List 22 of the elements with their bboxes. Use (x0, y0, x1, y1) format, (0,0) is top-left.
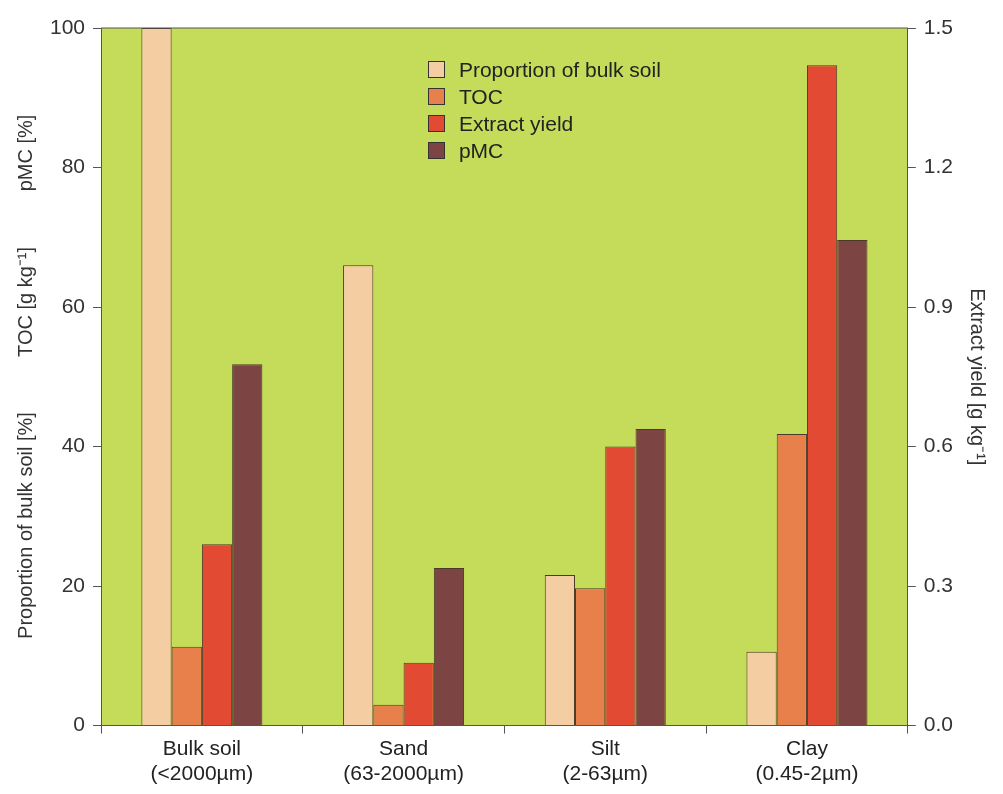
legend-label: pMC (458, 138, 504, 164)
y2-tick-label: 0.6 (923, 433, 954, 457)
y-tick-label: 20 (61, 572, 86, 596)
y2-tick-label: 0.0 (923, 712, 954, 736)
legend-label: Proportion of bulk soil (458, 57, 661, 83)
y-tick-label: 0 (73, 712, 86, 736)
y2-tick-label: 1.5 (923, 14, 954, 38)
y2-tick-label: 0.3 (923, 572, 954, 596)
x-tick-label: Sand (63-2000µm) (343, 736, 464, 785)
y-tick-label: 60 (61, 293, 86, 317)
y-tick-label: 100 (49, 14, 86, 38)
y2-tick-label: 0.9 (923, 293, 954, 317)
x-tick-label: Bulk soil (<2000µm) (150, 736, 254, 785)
y2-tick-label: 1.2 (923, 154, 954, 178)
legend-label: Extract yield (458, 111, 574, 137)
y2-axis-title: Extract yield [g kg⁻¹] (967, 288, 990, 466)
y-tick-label: 40 (61, 433, 86, 457)
y-axis-title: Proportion of bulk soil [%] TOC [g kg⁻¹] pMC [%] (13, 114, 36, 639)
x-tick-label: Clay (0.45-2µm) (755, 736, 859, 785)
legend-label: TOC (458, 84, 503, 110)
x-tick-label: Silt (2-63µm) (562, 736, 649, 785)
y-tick-label: 80 (61, 154, 86, 178)
